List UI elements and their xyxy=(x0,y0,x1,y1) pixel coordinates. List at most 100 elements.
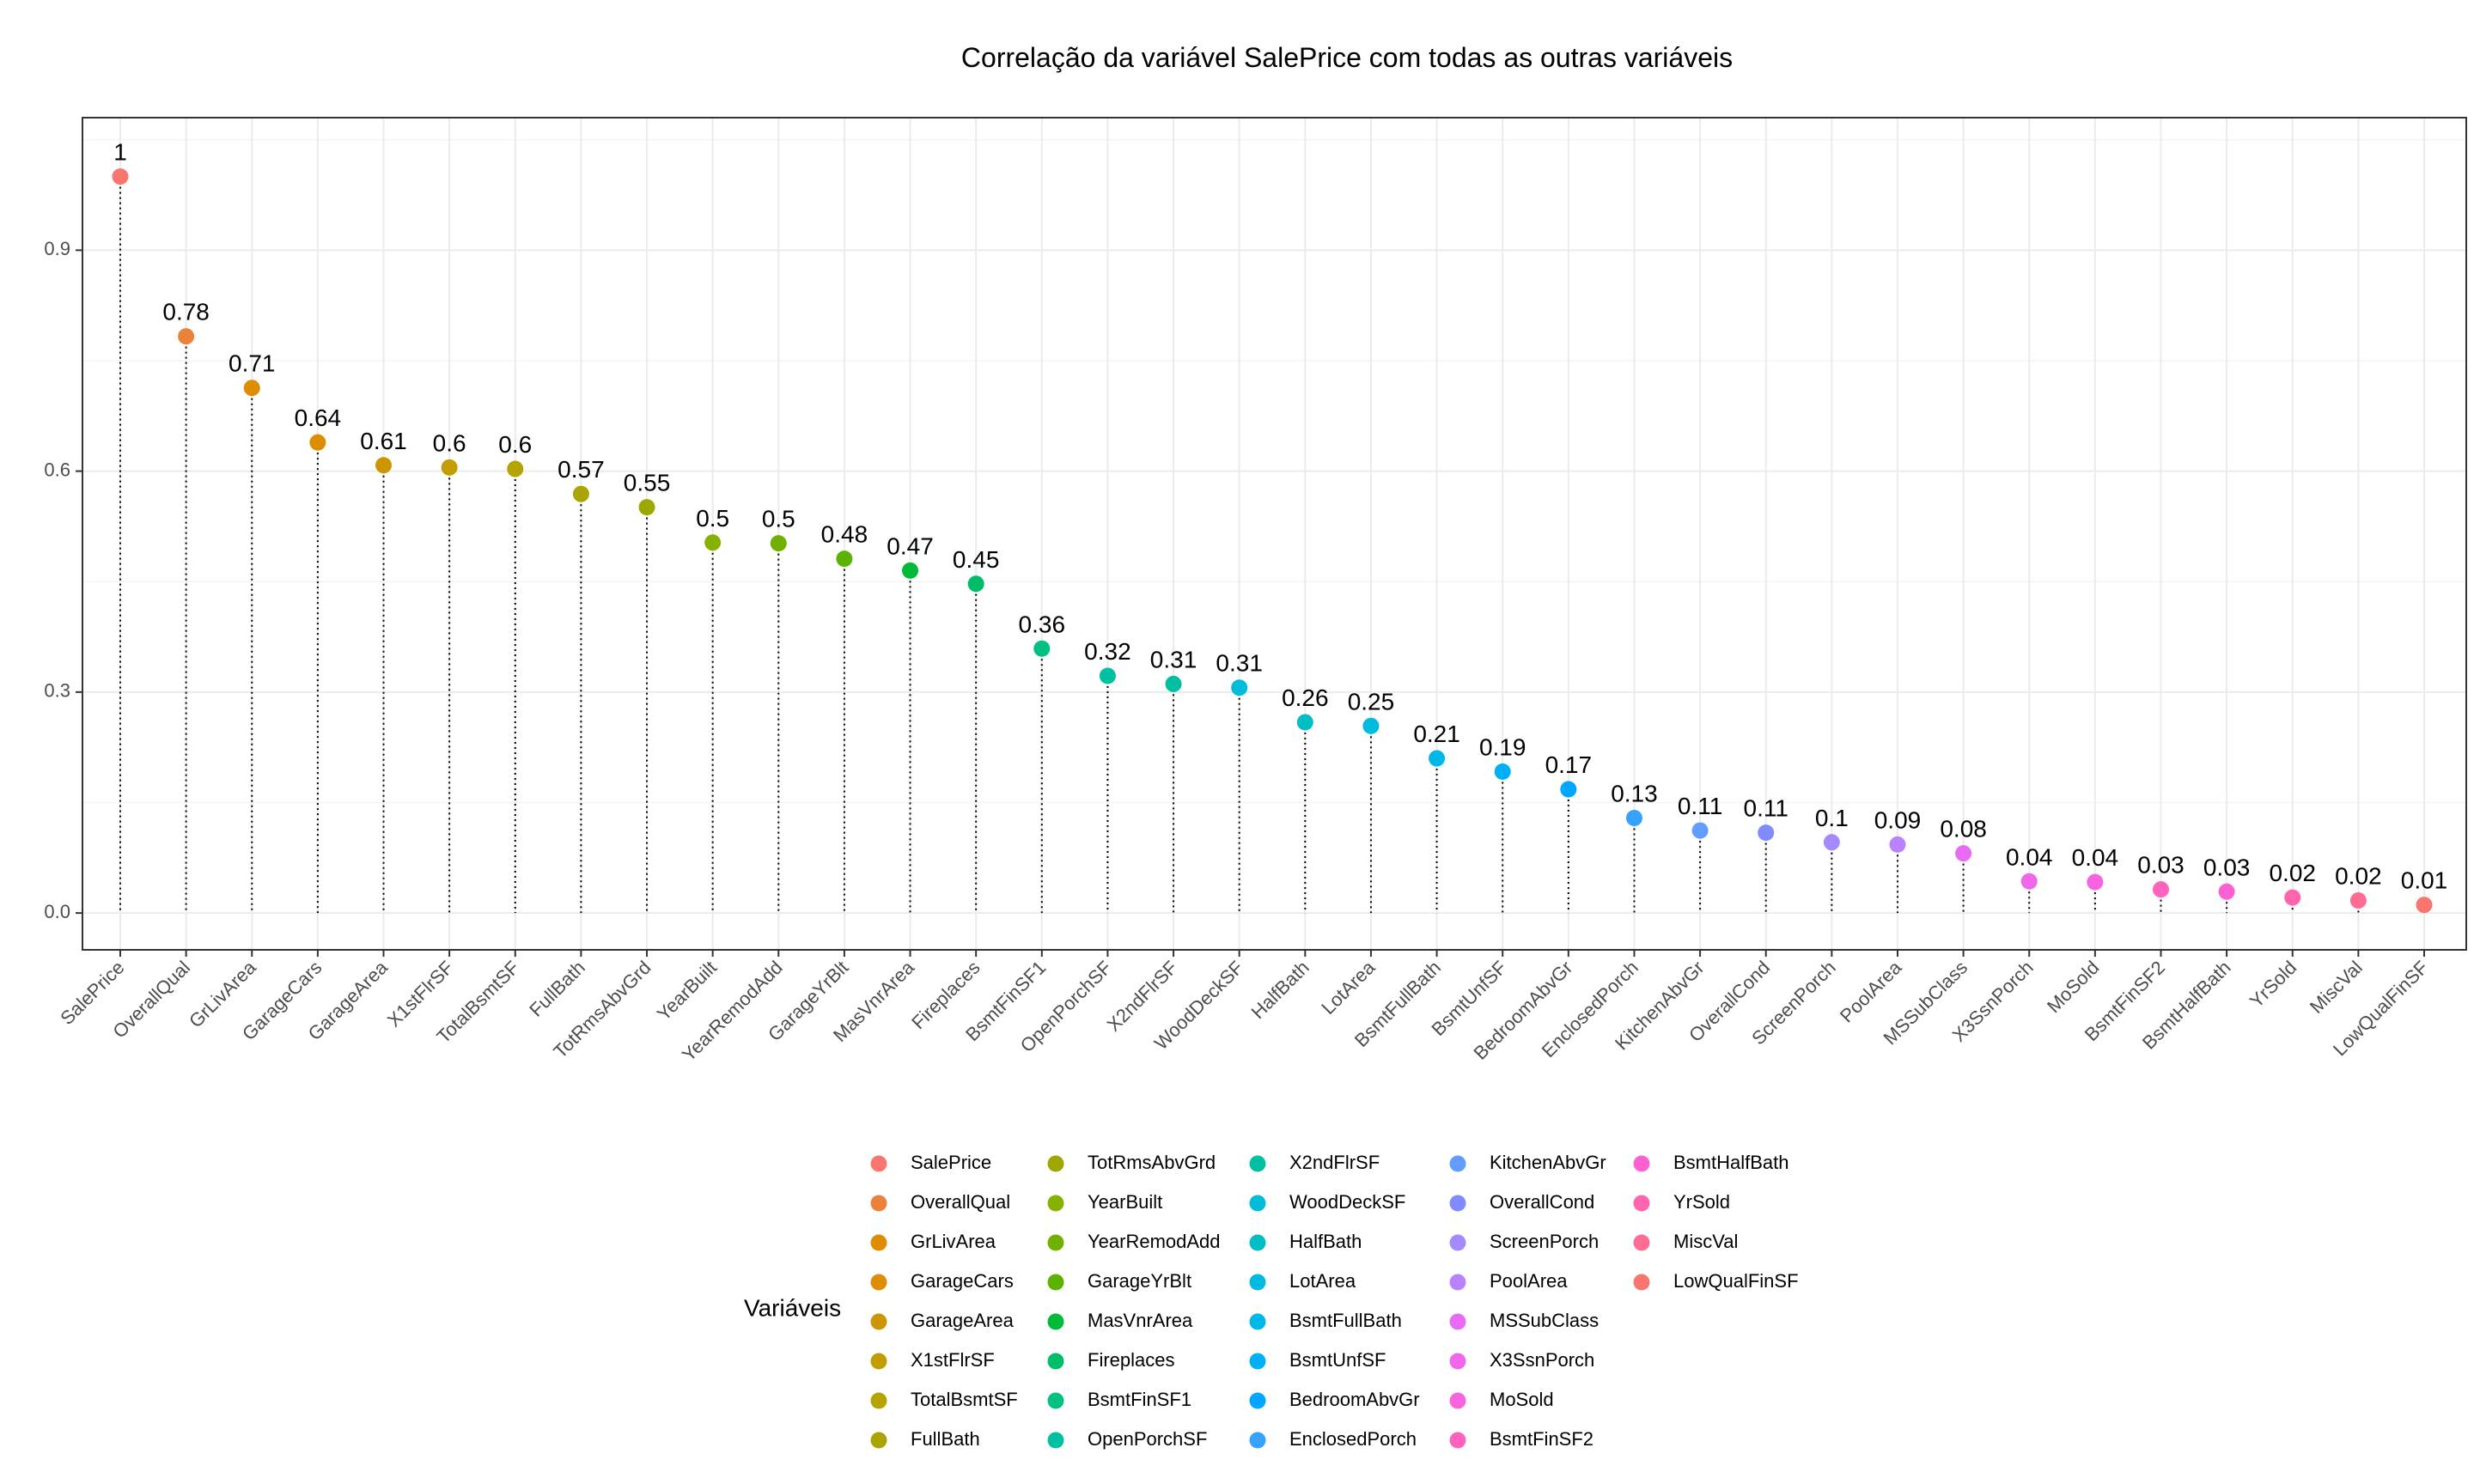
legend-label: BedroomAbvGr xyxy=(1289,1389,1420,1410)
point-BsmtFullBath xyxy=(1429,750,1446,767)
value-label-HalfBath: 0.26 xyxy=(1282,684,1329,711)
legend-item-LowQualFinSF: LowQualFinSF xyxy=(1633,1270,1799,1292)
legend-label: GarageYrBlt xyxy=(1088,1270,1191,1292)
point-EnclosedPorch xyxy=(1625,810,1642,827)
legend-item-GarageYrBlt: GarageYrBlt xyxy=(1047,1270,1191,1292)
point-TotRmsAbvGrd xyxy=(638,499,655,516)
value-label-WoodDeckSF: 0.31 xyxy=(1216,650,1263,677)
value-label-YearBuilt: 0.5 xyxy=(696,505,729,532)
legend-label: FullBath xyxy=(911,1428,980,1450)
x-tick-label-YrSold: YrSold xyxy=(2245,957,2300,1012)
legend-item-FullBath: FullBath xyxy=(870,1428,980,1450)
legend-label: SalePrice xyxy=(911,1152,991,1173)
y-tick-label: 0.6 xyxy=(44,459,70,480)
value-label-EnclosedPorch: 0.13 xyxy=(1611,781,1658,807)
value-label-MSSubClass: 0.08 xyxy=(1940,816,1987,842)
legend-key xyxy=(870,1195,887,1212)
value-label-YrSold: 0.02 xyxy=(2269,860,2316,886)
value-label-X3SsnPorch: 0.04 xyxy=(2006,843,2053,870)
legend-item-LotArea: LotArea xyxy=(1249,1270,1356,1292)
x-tick-label-HalfBath: HalfBath xyxy=(1246,957,1313,1023)
legend-item-EnclosedPorch: EnclosedPorch xyxy=(1249,1428,1417,1450)
point-BsmtFinSF1 xyxy=(1033,640,1051,657)
legend-item-GrLivArea: GrLivArea xyxy=(870,1231,996,1252)
value-label-LowQualFinSF: 0.01 xyxy=(2401,867,2448,894)
point-MiscVal xyxy=(2349,892,2367,909)
legend-item-BsmtHalfBath: BsmtHalfBath xyxy=(1633,1152,1789,1173)
legend-item-WoodDeckSF: WoodDeckSF xyxy=(1249,1191,1405,1213)
value-label-LotArea: 0.25 xyxy=(1348,688,1395,715)
legend-label: OverallCond xyxy=(1490,1191,1594,1213)
value-label-PoolArea: 0.09 xyxy=(1874,806,1922,833)
legend-label: PoolArea xyxy=(1490,1270,1568,1292)
legend-key xyxy=(1449,1195,1466,1212)
point-YearBuilt xyxy=(704,534,722,551)
legend-item-TotalBsmtSF: TotalBsmtSF xyxy=(870,1389,1018,1410)
value-label-GarageCars: 0.64 xyxy=(295,404,342,431)
panel-border xyxy=(82,117,2467,951)
value-label-X2ndFlrSF: 0.31 xyxy=(1150,646,1197,672)
legend-label: GarageCars xyxy=(911,1270,1014,1292)
legend-label: TotalBsmtSF xyxy=(911,1389,1018,1410)
legend-key xyxy=(870,1313,887,1330)
legend-key xyxy=(870,1274,887,1291)
legend-key xyxy=(1249,1274,1266,1291)
value-label-BsmtUnfSF: 0.19 xyxy=(1479,733,1526,760)
x-tick-label-PoolArea: PoolArea xyxy=(1836,956,1906,1026)
legend-item-YearRemodAdd: YearRemodAdd xyxy=(1047,1231,1221,1252)
value-label-ScreenPorch: 0.1 xyxy=(1815,805,1849,831)
value-label-MoSold: 0.04 xyxy=(2072,844,2119,871)
legend-label: LowQualFinSF xyxy=(1673,1270,1799,1292)
point-GrLivArea xyxy=(243,380,260,397)
legend-label: TotRmsAbvGrd xyxy=(1088,1152,1216,1173)
legend: Variáveis SalePrice OverallQual GrLivArea G… xyxy=(744,1152,1799,1450)
legend-item-GarageCars: GarageCars xyxy=(870,1270,1014,1292)
point-X2ndFlrSF xyxy=(1165,675,1182,692)
legend-key xyxy=(1047,1274,1064,1291)
point-X3SsnPorch xyxy=(2020,873,2038,890)
point-BsmtHalfBath xyxy=(2218,883,2235,900)
chart-title: Correlação da variável SalePrice com tod… xyxy=(961,42,1733,73)
legend-label: BsmtUnfSF xyxy=(1289,1349,1386,1371)
data-points xyxy=(112,168,2433,914)
point-GarageCars xyxy=(309,434,326,451)
legend-key xyxy=(1047,1313,1064,1330)
legend-key xyxy=(1633,1195,1650,1212)
point-MoSold xyxy=(2087,873,2104,891)
legend-item-BsmtFinSF1: BsmtFinSF1 xyxy=(1047,1389,1191,1410)
legend-key xyxy=(870,1432,887,1449)
point-SalePrice xyxy=(112,168,129,186)
point-OverallQual xyxy=(178,328,195,345)
legend-item-BsmtFullBath: BsmtFullBath xyxy=(1249,1310,1402,1331)
legend-key xyxy=(1249,1432,1266,1449)
legend-label: BsmtFullBath xyxy=(1289,1310,1402,1331)
point-BsmtUnfSF xyxy=(1494,763,1511,780)
legend-item-Fireplaces: Fireplaces xyxy=(1047,1349,1174,1371)
point-PoolArea xyxy=(1889,836,1906,853)
value-label-MiscVal: 0.02 xyxy=(2335,863,2382,890)
legend-key xyxy=(870,1234,887,1251)
legend-label: HalfBath xyxy=(1289,1231,1362,1252)
x-axis: SalePriceOverallQualGrLivAreaGarageCarsG… xyxy=(56,950,2433,1066)
value-label-TotRmsAbvGrd: 0.55 xyxy=(624,470,671,496)
legend-label: X1stFlrSF xyxy=(911,1349,995,1371)
legend-item-YrSold: YrSold xyxy=(1633,1191,1730,1213)
value-label-TotalBsmtSF: 0.6 xyxy=(498,431,532,458)
point-Fireplaces xyxy=(967,575,984,593)
legend-label: GarageArea xyxy=(911,1310,1015,1331)
legend-key xyxy=(1249,1195,1266,1212)
legend-key xyxy=(1449,1432,1466,1449)
value-label-OverallQual: 0.78 xyxy=(162,299,210,325)
y-tick-label: 0.3 xyxy=(44,680,70,702)
legend-label: BsmtHalfBath xyxy=(1673,1152,1789,1173)
legend-key xyxy=(1633,1234,1650,1251)
legend-label: YearRemodAdd xyxy=(1088,1231,1221,1252)
value-label-BsmtFinSF2: 0.03 xyxy=(2137,852,2185,879)
legend-key xyxy=(1633,1155,1650,1172)
point-OverallCond xyxy=(1758,824,1775,842)
point-WoodDeckSF xyxy=(1231,679,1248,696)
value-label-BsmtFinSF1: 0.36 xyxy=(1019,611,1066,637)
x-tick-label-MiscVal: MiscVal xyxy=(2306,957,2367,1018)
x-tick-label-FullBath: FullBath xyxy=(525,957,589,1021)
